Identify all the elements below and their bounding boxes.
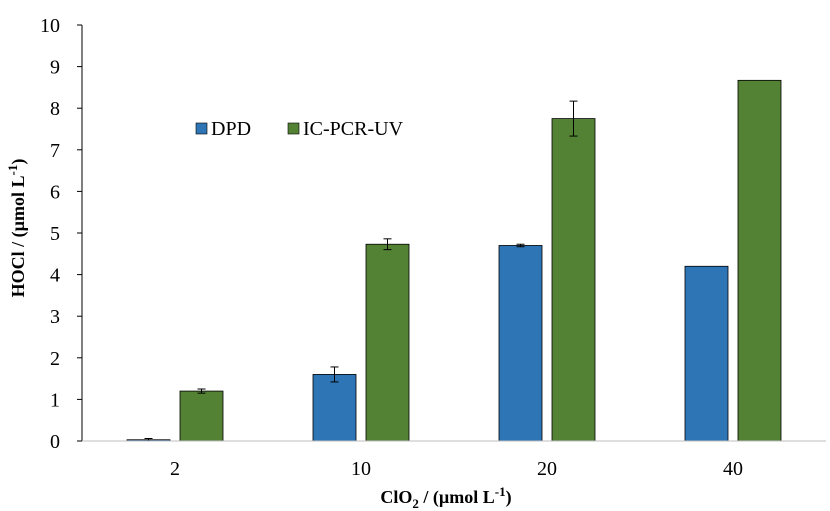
legend-label-dpd: DPD: [211, 118, 251, 140]
x-axis-title-subscript: 2: [412, 496, 419, 511]
legend-label-ic-pcr-uv: IC-PCR-UV: [303, 118, 404, 140]
y-axis-title: HOCl / (µmol L-1): [5, 159, 29, 298]
error-bar: [330, 366, 339, 383]
error-bar: [516, 243, 525, 248]
y-axis-title-superscript: -1: [5, 165, 20, 176]
x-tick-label: 20: [537, 458, 557, 480]
y-tick-label: 1: [50, 389, 60, 411]
error-bar: [197, 388, 206, 394]
y-tick-label: 8: [50, 98, 60, 120]
legend: DPD IC-PCR-UV: [195, 118, 404, 140]
y-tick-label: 7: [50, 140, 60, 162]
y-tick-label: 2: [50, 348, 60, 370]
x-axis-title-superscript: -1: [495, 484, 506, 499]
bar-ic-pcr-uv-2: [179, 390, 224, 442]
bar-ic-pcr-uv-20: [551, 118, 596, 442]
y-tick-label: 4: [50, 265, 60, 287]
x-axis-title: ClO2 / (µmol L-1): [380, 484, 511, 511]
error-bar: [383, 238, 392, 251]
bars: [126, 79, 782, 442]
error-bar: [569, 100, 578, 137]
y-axis-ticks: 0 1 2 3 4 5 6 7 8 9 10: [40, 15, 82, 453]
y-tick-label: 0: [50, 431, 60, 453]
bar-dpd-40: [684, 265, 729, 442]
legend-swatch-ic-pcr-uv: [287, 122, 300, 135]
y-tick-label: 5: [50, 223, 60, 245]
x-axis-ticks: 2 10 20 40: [170, 458, 743, 480]
y-tick-label: 10: [40, 15, 60, 37]
legend-swatch-dpd: [195, 122, 208, 135]
bar-dpd-20: [498, 245, 543, 442]
x-tick-label: 2: [170, 458, 180, 480]
bar-dpd-10: [312, 374, 357, 442]
y-tick-label: 9: [50, 57, 60, 79]
bar-ic-pcr-uv-10: [365, 243, 410, 442]
x-tick-label: 40: [723, 458, 743, 480]
y-tick-label: 3: [50, 306, 60, 328]
x-tick-label: 10: [351, 458, 371, 480]
y-tick-label: 6: [50, 181, 60, 203]
bar-ic-pcr-uv-40: [737, 79, 782, 442]
